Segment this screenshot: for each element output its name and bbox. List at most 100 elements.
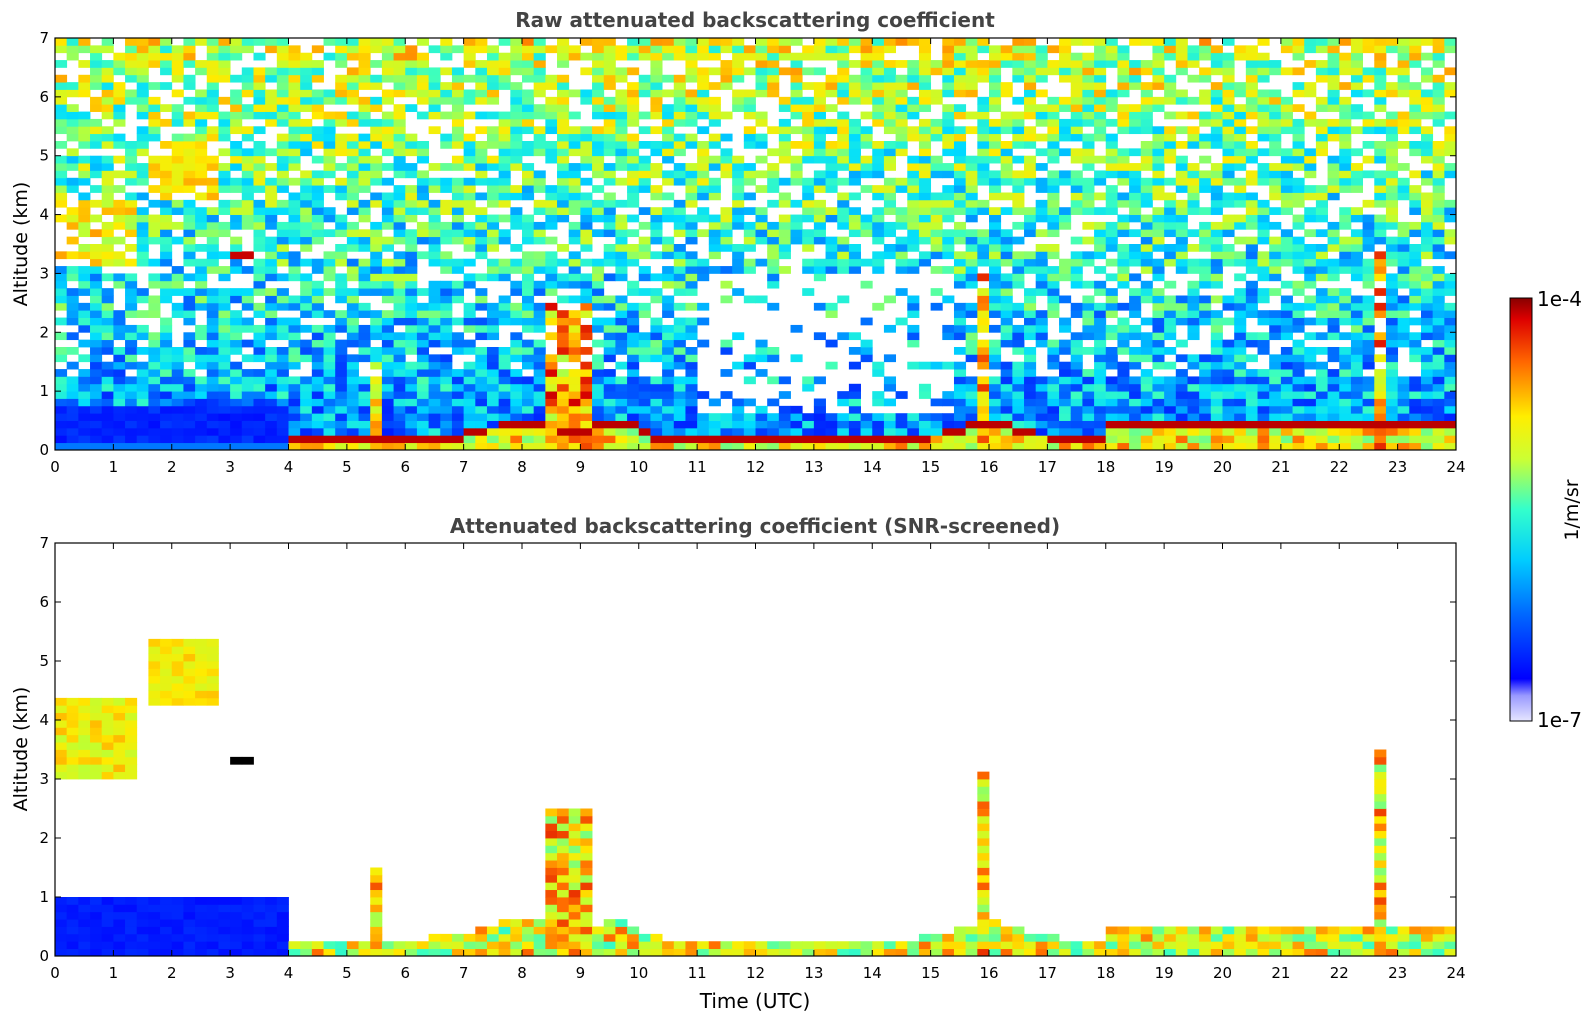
heatmap-cell <box>930 96 943 105</box>
heatmap-cell <box>837 126 850 135</box>
heatmap-cell <box>685 133 698 142</box>
heatmap-cell <box>1280 207 1293 215</box>
heatmap-cell <box>475 214 488 223</box>
heatmap-cell <box>1187 405 1200 414</box>
heatmap-cell <box>1199 67 1212 76</box>
heatmap-cell <box>837 163 850 171</box>
heatmap-cell <box>627 288 640 296</box>
heatmap-cell <box>78 317 91 326</box>
heatmap-cell <box>802 155 815 164</box>
heatmap-cell <box>358 420 371 429</box>
heatmap-cell <box>1070 302 1083 311</box>
heatmap-cell <box>428 280 441 289</box>
heatmap-cell <box>1117 104 1130 112</box>
heatmap-cell <box>160 273 173 282</box>
heatmap-cell <box>393 148 406 157</box>
heatmap-cell <box>568 221 581 230</box>
heatmap-cell <box>1059 221 1072 230</box>
heatmap-cell <box>580 280 593 289</box>
heatmap-cell <box>1129 163 1142 171</box>
heatmap-cell <box>1350 324 1364 333</box>
heatmap-cell <box>778 251 791 260</box>
heatmap-cell <box>1105 163 1118 171</box>
heatmap-cell <box>1117 266 1130 274</box>
heatmap-cell <box>1362 111 1375 120</box>
heatmap-cell <box>101 229 114 238</box>
heatmap-cell <box>510 369 523 377</box>
heatmap-cell <box>580 273 593 282</box>
heatmap-cell <box>1047 405 1060 414</box>
heatmap-cell <box>557 60 570 68</box>
heatmap-cell <box>837 214 850 223</box>
heatmap-cell <box>825 104 838 112</box>
heatmap-cell <box>837 155 850 164</box>
heatmap-cell <box>743 413 756 421</box>
heatmap-cell <box>206 398 219 407</box>
heatmap-cell <box>183 310 196 318</box>
heatmap-cell <box>1164 244 1177 252</box>
heatmap-cell <box>872 214 885 223</box>
heatmap-cell <box>1292 244 1305 252</box>
heatmap-cell <box>790 52 803 61</box>
heatmap-cell <box>1164 442 1177 451</box>
heatmap-cell <box>1094 38 1107 46</box>
heatmap-cell <box>1140 96 1153 105</box>
heatmap-cell <box>101 391 114 399</box>
heatmap-cell <box>136 67 149 76</box>
heatmap-cell <box>1175 199 1188 208</box>
heatmap-cell <box>1245 413 1258 421</box>
heatmap-cell <box>790 170 803 179</box>
heatmap-cell <box>907 435 920 444</box>
heatmap-cell <box>1292 405 1305 414</box>
heatmap-cell <box>311 435 324 444</box>
heatmap-cell <box>767 170 780 179</box>
heatmap-cell <box>230 126 243 135</box>
heatmap-cell <box>428 310 441 318</box>
heatmap-cell <box>930 361 943 370</box>
heatmap-cell <box>1397 302 1410 311</box>
heatmap-cell <box>638 427 651 436</box>
heatmap-cell <box>148 214 161 223</box>
heatmap-cell <box>1070 280 1083 289</box>
heatmap-cell <box>206 104 219 112</box>
heatmap-cell <box>918 163 932 171</box>
heatmap-cell <box>685 185 698 193</box>
heatmap-cell <box>1024 60 1037 68</box>
heatmap-cell <box>1024 354 1037 363</box>
heatmap-cell <box>1070 332 1083 341</box>
heatmap-cell <box>218 398 231 407</box>
heatmap-cell <box>650 192 663 201</box>
heatmap-cell <box>580 332 593 341</box>
heatmap-cell <box>1117 163 1130 171</box>
heatmap-cell <box>732 258 745 267</box>
heatmap-cell <box>638 413 651 421</box>
heatmap-cell <box>1199 38 1212 46</box>
heatmap-cell <box>1059 383 1072 392</box>
heatmap-cell <box>1234 427 1247 436</box>
heatmap-cell <box>1094 207 1107 215</box>
heatmap-cell <box>1374 148 1387 157</box>
heatmap-cell <box>288 82 301 90</box>
heatmap-cell <box>1420 310 1434 318</box>
heatmap-cell <box>802 45 815 54</box>
heatmap-cell <box>533 60 546 68</box>
heatmap-cell <box>300 420 313 429</box>
heatmap-cell <box>1199 405 1212 414</box>
heatmap-cell <box>276 383 289 392</box>
heatmap-cell <box>1245 126 1258 135</box>
heatmap-cell <box>615 148 628 157</box>
heatmap-cell <box>638 398 651 407</box>
heatmap-cell <box>615 324 628 333</box>
heatmap-cell <box>451 82 465 90</box>
heatmap-cell <box>1012 155 1025 164</box>
heatmap-cell <box>802 427 815 436</box>
heatmap-cell <box>778 126 791 135</box>
heatmap-cell <box>860 170 873 179</box>
heatmap-cell <box>673 398 686 407</box>
heatmap-cell <box>428 126 441 135</box>
heatmap-cell <box>755 52 768 61</box>
heatmap-cell <box>860 133 873 142</box>
heatmap-cell <box>1245 89 1258 98</box>
heatmap-cell <box>1420 302 1434 311</box>
heatmap-cell <box>206 177 219 186</box>
